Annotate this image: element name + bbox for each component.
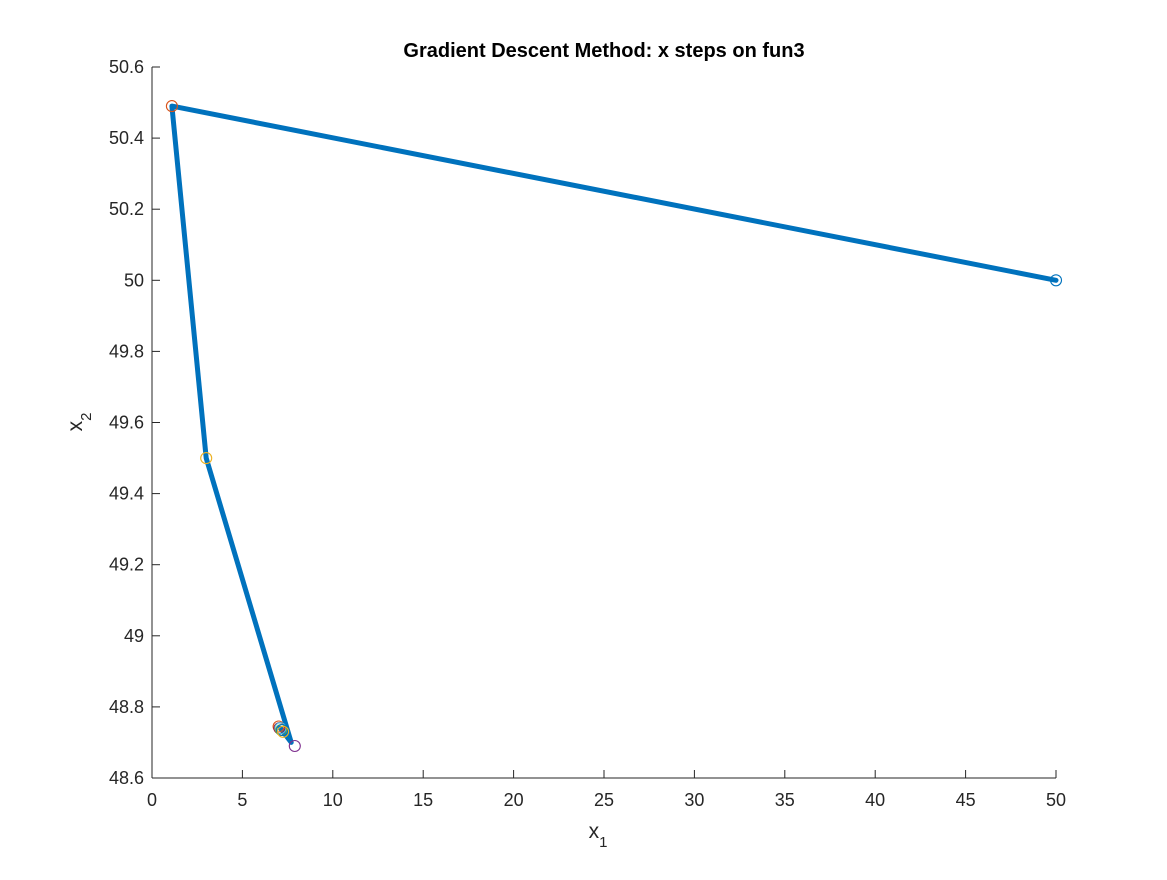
y-tick-label: 49: [124, 626, 144, 646]
iterate-marker: [288, 739, 301, 753]
plot-area: [165, 100, 1063, 753]
y-tick-label: 48.6: [109, 768, 144, 788]
x-tick-label: 50: [1046, 790, 1066, 810]
iterate-marker: [276, 723, 289, 737]
x-tick-label: 20: [504, 790, 524, 810]
x-tick-label: 25: [594, 790, 614, 810]
iterate-marker: [277, 725, 290, 738]
x-tick-label: 15: [413, 790, 433, 810]
x-tick-label: 10: [323, 790, 343, 810]
x-tick-label: 40: [865, 790, 885, 810]
x-tick-label: 30: [684, 790, 704, 810]
chart-title: Gradient Descent Method: x steps on fun3: [403, 40, 804, 62]
y-tick-label: 49.2: [109, 555, 144, 575]
y-tick-label: 50.4: [109, 128, 144, 148]
axes: 0 5 10 15 20 25 30 35 40 45 50 48.6 48.8 49 49.2 49.4 49…: [109, 57, 1066, 810]
y-tick-label: 49.4: [109, 484, 144, 504]
y-axis-label: x2: [64, 413, 95, 432]
iterate-marker: [165, 100, 178, 113]
y-tick-label: 50.2: [109, 199, 144, 219]
step-path-line: [169, 103, 1059, 745]
iterate-marker: [200, 452, 213, 465]
x-tick-label: 35: [775, 790, 795, 810]
y-tick-label: 48.8: [109, 697, 144, 717]
x-axis-label: x1: [589, 820, 608, 851]
x-tick-label: 45: [956, 790, 976, 810]
y-tick-label: 50.6: [109, 57, 144, 77]
y-tick-label: 50: [124, 270, 144, 290]
y-tick-label: 49.8: [109, 341, 144, 361]
iterate-marker: [274, 722, 287, 735]
x-tick-label: 0: [147, 790, 157, 810]
y-tick-label: 49.6: [109, 413, 144, 433]
x-tick-label: 5: [237, 790, 247, 810]
iterate-marker: [1049, 274, 1063, 287]
